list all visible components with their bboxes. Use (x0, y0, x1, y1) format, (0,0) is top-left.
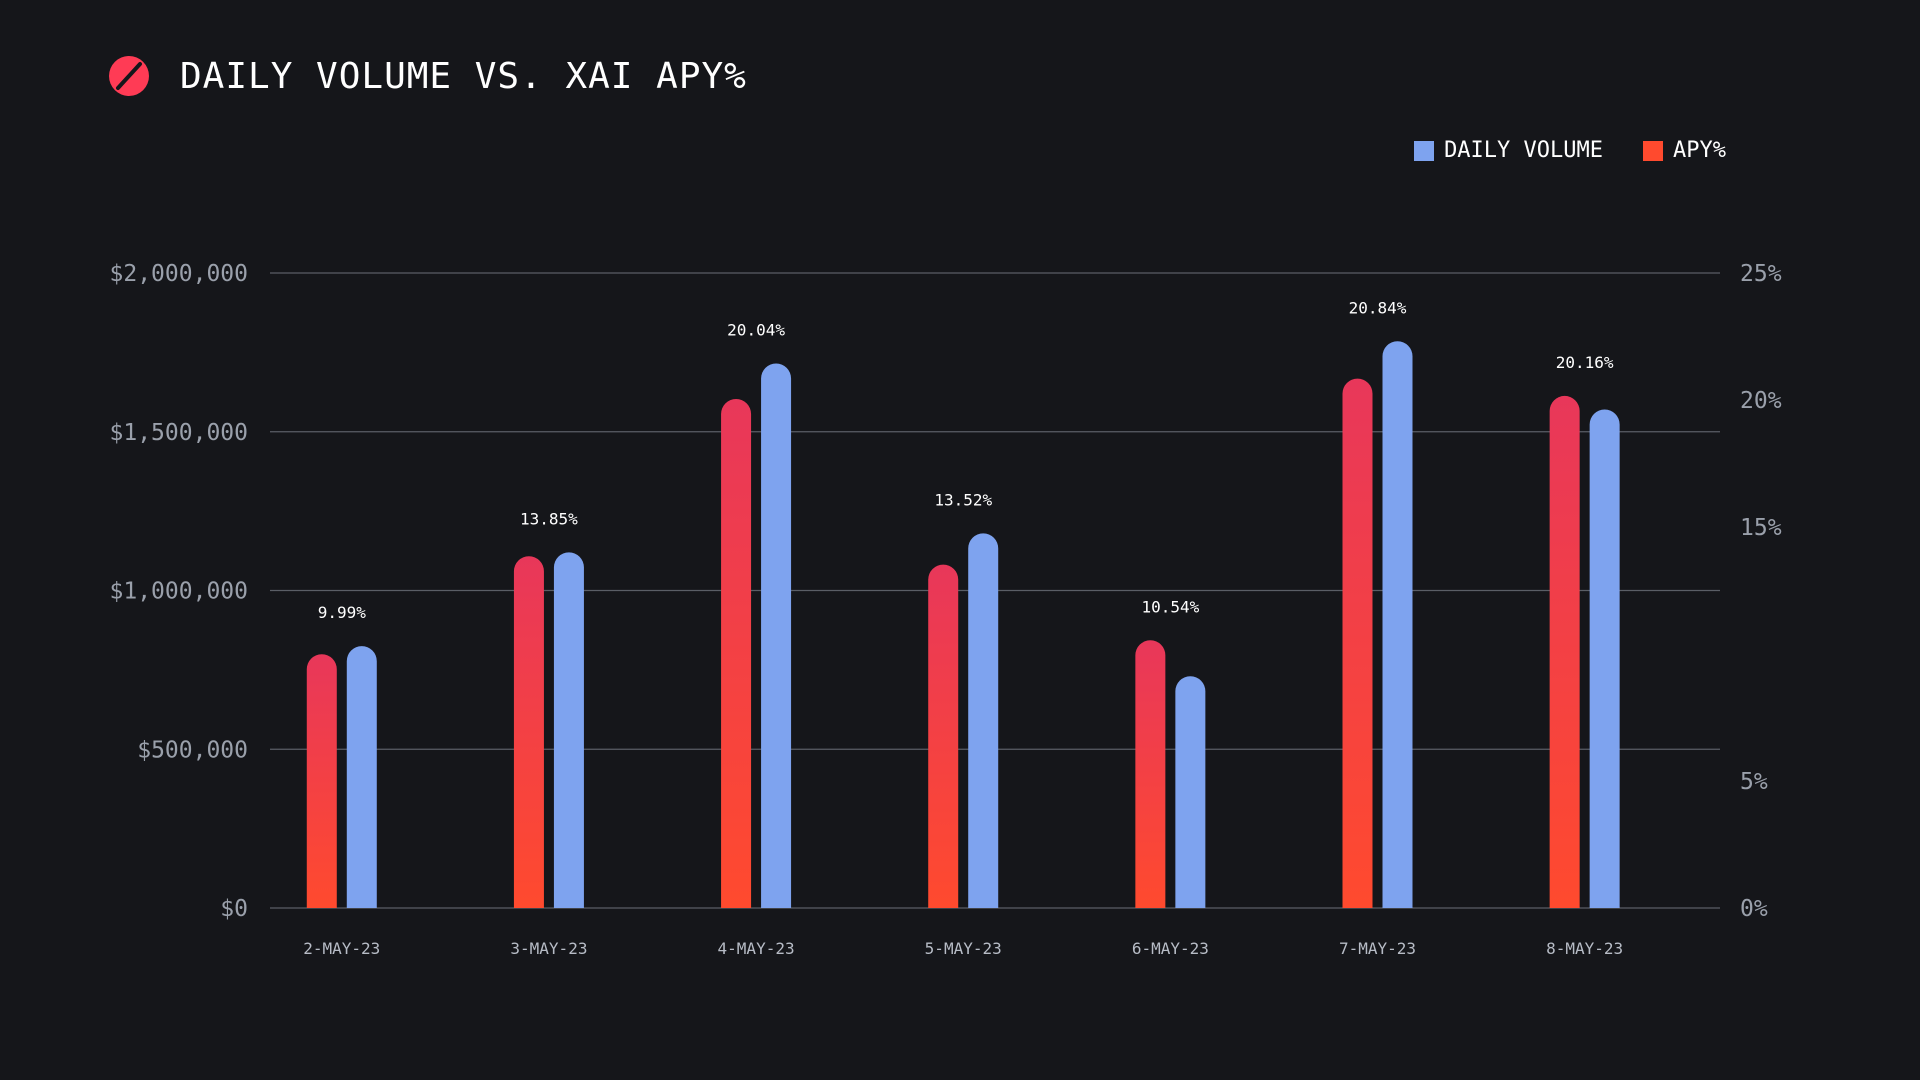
y-right-tick-label: 0% (1740, 896, 1768, 922)
labels: $0 $500,000 $1,000,000 $1,500,000 $2,000,000… (110, 261, 1782, 958)
y-right-tick-label: 20% (1740, 388, 1782, 414)
legend-swatch-volume (1414, 140, 1435, 161)
legend-item-apy[interactable]: APY% (1643, 138, 1726, 163)
legend-swatch-apy (1643, 140, 1664, 161)
legend-label-volume: DAILY VOLUME (1444, 138, 1604, 163)
apy-bar (1342, 378, 1373, 908)
apy-bar (1549, 395, 1580, 908)
chart-title: DAILY VOLUME VS. XAI APY% (180, 55, 747, 97)
apy-bar (513, 556, 544, 908)
volume-bar (1175, 676, 1206, 908)
volume-bar (553, 552, 584, 908)
y-right-tick-label: 25% (1740, 261, 1782, 287)
y-left-tick-label: $1,000,000 (110, 579, 248, 605)
x-tick-label: 4-MAY-23 (718, 939, 795, 958)
apy-data-label: 13.52% (934, 490, 992, 509)
x-tick-label: 6-MAY-23 (1132, 939, 1209, 958)
apy-bar (1135, 640, 1166, 908)
chart-legend: DAILY VOLUME APY% (1414, 138, 1726, 163)
apy-bar (721, 398, 752, 908)
x-tick-label: 3-MAY-23 (510, 939, 587, 958)
y-right-tick-label: 5% (1740, 769, 1768, 795)
legend-item-daily-volume[interactable]: DAILY VOLUME (1414, 138, 1603, 163)
bars (306, 341, 1620, 908)
y-left-tick-label: $1,500,000 (110, 420, 248, 446)
y-left-tick-label: $0 (220, 896, 248, 922)
volume-bar (1382, 341, 1413, 908)
x-tick-label: 5-MAY-23 (925, 939, 1002, 958)
slashed-circle-logo-icon (109, 56, 149, 96)
y-right-tick-label: 15% (1740, 515, 1782, 541)
x-tick-label: 7-MAY-23 (1339, 939, 1416, 958)
volume-bar (346, 646, 377, 908)
legend-label-apy: APY% (1673, 138, 1726, 163)
volume-bar (761, 363, 792, 908)
apy-data-label: 20.04% (727, 320, 785, 339)
apy-bar (306, 654, 337, 908)
apy-data-label: 20.84% (1349, 298, 1407, 317)
x-tick-label: 2-MAY-23 (303, 939, 380, 958)
apy-data-label: 9.99% (318, 603, 367, 622)
chart-header: DAILY VOLUME VS. XAI APY% (108, 55, 747, 97)
volume-bar (1589, 409, 1620, 908)
apy-bar (928, 564, 959, 908)
x-tick-label: 8-MAY-23 (1546, 939, 1623, 958)
apy-data-label: 13.85% (520, 509, 578, 528)
y-left-tick-label: $2,000,000 (110, 261, 248, 287)
volume-bar (968, 533, 999, 908)
y-left-tick-label: $500,000 (137, 737, 248, 763)
apy-data-label: 10.54% (1141, 597, 1199, 616)
apy-data-label: 20.16% (1556, 353, 1614, 372)
